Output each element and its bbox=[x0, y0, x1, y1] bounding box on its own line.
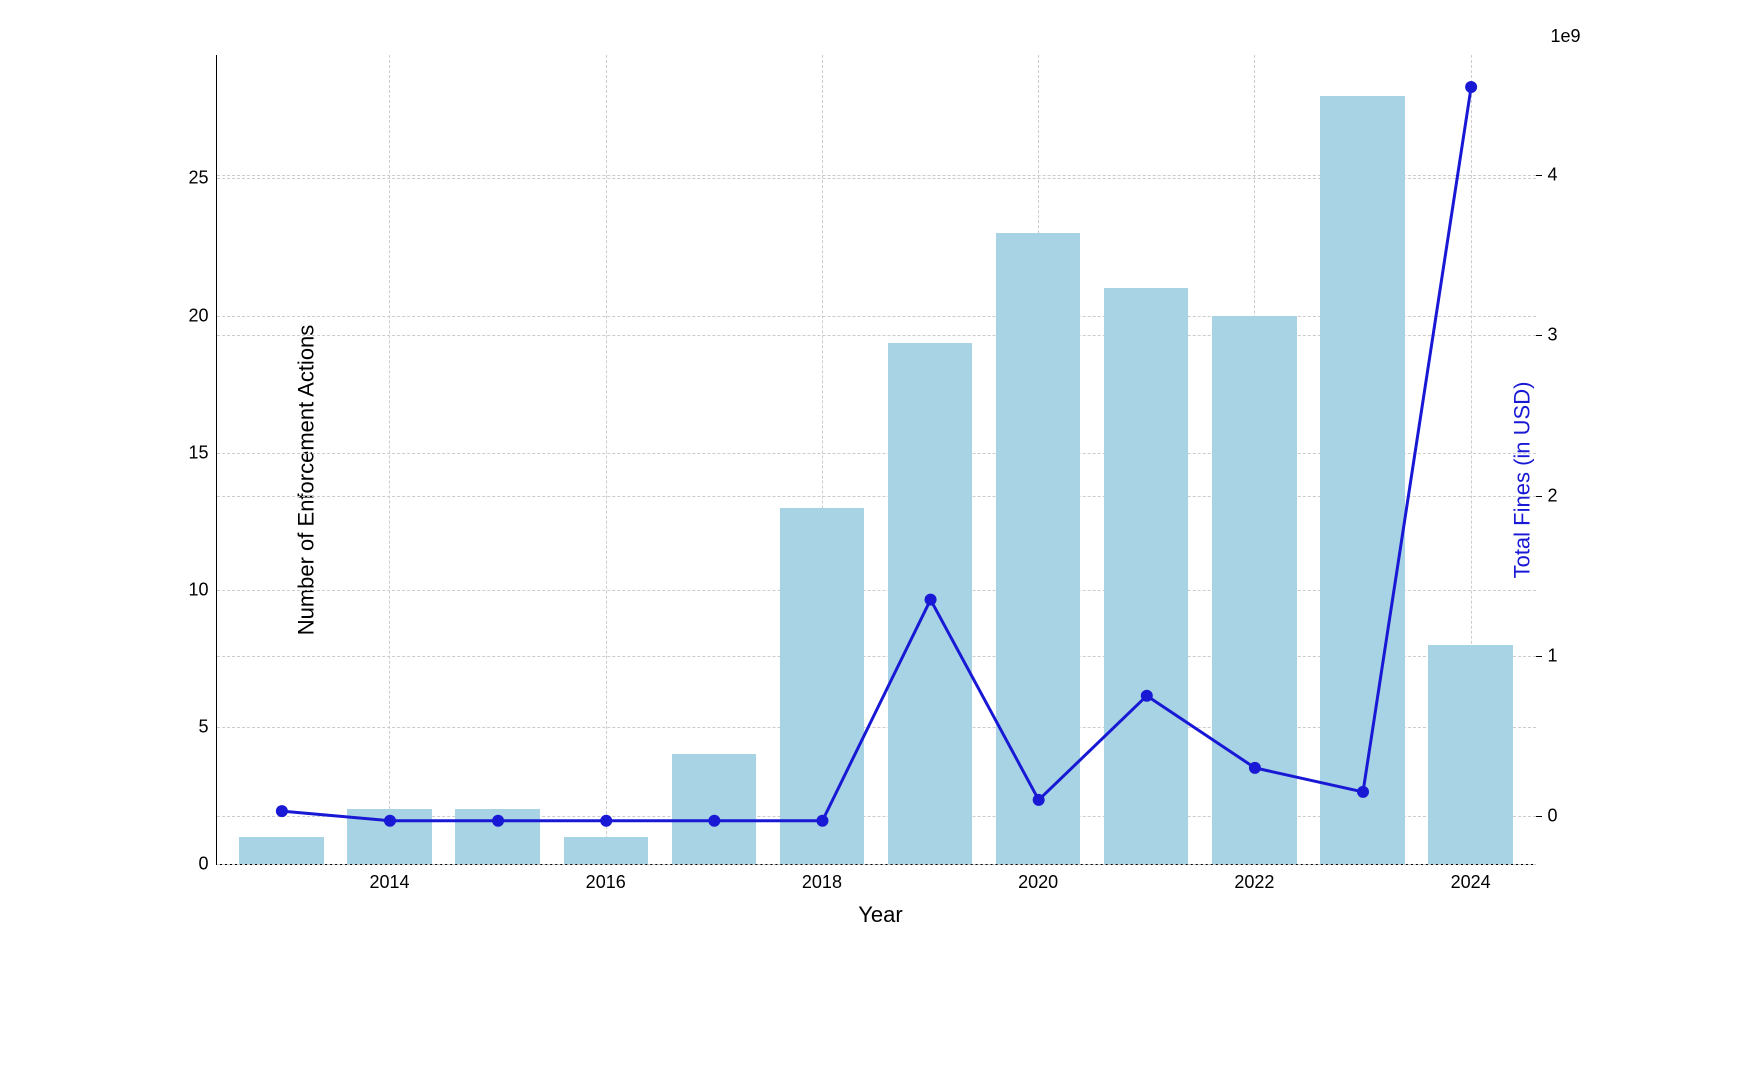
y2-tick-label: 0 bbox=[1536, 805, 1558, 826]
x-tick-label: 2022 bbox=[1234, 864, 1274, 893]
y2-exponent-label: 1e9 bbox=[1550, 26, 1580, 47]
line-marker bbox=[924, 594, 936, 606]
y1-tick-label: 15 bbox=[188, 442, 216, 463]
plot-area: 051015202501234201420162018202020222024 bbox=[216, 55, 1536, 865]
line-marker bbox=[383, 815, 395, 827]
y2-tick-label: 3 bbox=[1536, 325, 1558, 346]
line-marker bbox=[1140, 690, 1152, 702]
line-series-svg bbox=[217, 55, 1536, 864]
y1-tick-label: 0 bbox=[198, 854, 216, 875]
line-marker bbox=[816, 815, 828, 827]
y2-tick-label: 4 bbox=[1536, 165, 1558, 186]
line-marker bbox=[1248, 762, 1260, 774]
y1-tick-label: 20 bbox=[188, 305, 216, 326]
y1-tick-label: 25 bbox=[188, 168, 216, 189]
line-marker bbox=[1465, 81, 1477, 93]
line-marker bbox=[275, 805, 287, 817]
x-tick-label: 2018 bbox=[802, 864, 842, 893]
line-series bbox=[281, 87, 1470, 821]
y1-tick-label: 10 bbox=[188, 579, 216, 600]
y1-tick-label: 5 bbox=[198, 716, 216, 737]
line-marker bbox=[1032, 794, 1044, 806]
y2-tick-label: 1 bbox=[1536, 645, 1558, 666]
x-axis-label: Year bbox=[858, 902, 902, 928]
gridline-horizontal bbox=[217, 864, 1536, 865]
x-tick-label: 2014 bbox=[369, 864, 409, 893]
line-marker bbox=[1357, 786, 1369, 798]
x-tick-label: 2016 bbox=[586, 864, 626, 893]
line-marker bbox=[492, 815, 504, 827]
x-tick-label: 2020 bbox=[1018, 864, 1058, 893]
chart-container: Number of Enforcement Actions Total Fine… bbox=[131, 20, 1631, 940]
line-marker bbox=[600, 815, 612, 827]
line-marker bbox=[708, 815, 720, 827]
x-tick-label: 2024 bbox=[1451, 864, 1491, 893]
y2-tick-label: 2 bbox=[1536, 485, 1558, 506]
